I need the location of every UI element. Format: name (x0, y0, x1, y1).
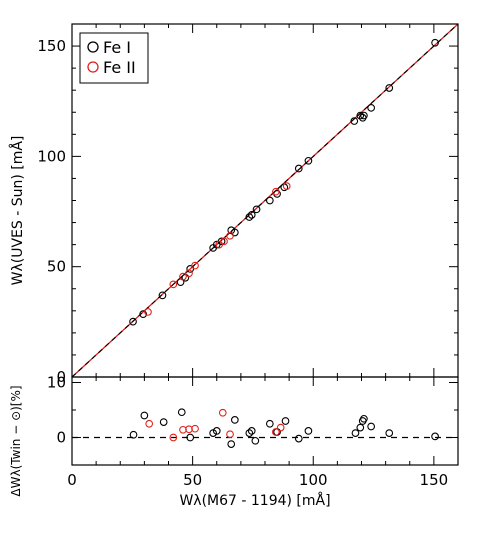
top-point-fe-i (360, 111, 368, 120)
top-point-fe-i (356, 111, 365, 120)
one-to-one-line (71, 23, 459, 378)
top-point-fe-i (247, 210, 256, 219)
top-reference-lines (71, 23, 459, 378)
bottom-point-fe-i (177, 408, 186, 417)
top-point-fe-ii (191, 261, 199, 270)
top-point-fe-ii (179, 272, 187, 281)
top-point-fe-i (294, 164, 303, 173)
top-y-tick-label: 100 (37, 147, 66, 165)
bottom-point-fe-i (140, 411, 149, 420)
bottom-point-fe-i (129, 430, 138, 439)
bottom-point-fe-i (251, 436, 260, 445)
top-point-fe-i (385, 84, 394, 92)
top-point-fe-i (431, 38, 439, 47)
top-point-fe-i (252, 205, 261, 214)
bottom-point-fe-i (367, 422, 376, 431)
bottom-point-fe-i (356, 423, 365, 432)
bottom-point-fe-i (159, 418, 168, 426)
top-data-points (129, 38, 439, 326)
top-point-fe-i (350, 117, 359, 125)
bottom-point-fe-ii (272, 428, 280, 436)
bottom-point-fe-i (431, 432, 439, 441)
x-tick-label: 150 (420, 471, 449, 489)
x-tick-label: 50 (183, 471, 202, 489)
bottom-point-fe-i (265, 419, 274, 428)
bottom-point-fe-i (351, 429, 360, 437)
bottom-panel: 0 10 0 50 100 150 ΔWλ(Twin − ⊙)[%] Wλ(M67 - … (9, 374, 459, 509)
legend-label: Fe II (103, 58, 136, 77)
top-panel: 0 50 100 150 Wλ(UVES - Sun) [mÅ] Fe IFe II (9, 23, 459, 386)
bottom-point-fe-i (385, 429, 394, 437)
x-axis-label: Wλ(M67 - 1194) [mÅ] (179, 492, 330, 509)
bottom-point-fe-i (212, 427, 221, 435)
bottom-point-fe-i (227, 440, 236, 448)
bottom-y-tick-label: 0 (56, 429, 66, 447)
top-x-axis-ticks (71, 24, 459, 377)
top-point-fe-i (265, 196, 274, 205)
bottom-point-fe-i (360, 414, 368, 423)
top-y-axis-ticks: 0 50 100 150 (37, 23, 458, 386)
top-y-tick-label: 0 (56, 368, 66, 386)
bottom-point-fe-ii (191, 424, 199, 433)
top-point-fe-i (367, 103, 376, 112)
bottom-x-axis-ticks: 0 50 100 150 (67, 377, 459, 489)
bottom-y-axis-label: ΔWλ(Twin − ⊙)[%] (9, 385, 23, 496)
bottom-y-axis-ticks: 0 10 (47, 374, 458, 466)
bottom-point-fe-i (281, 417, 290, 425)
bottom-point-fe-ii (145, 419, 154, 428)
legend-marker (87, 41, 99, 53)
bottom-point-fe-ii (169, 433, 178, 442)
bottom-point-fe-i (304, 427, 313, 435)
top-point-fe-ii (226, 231, 234, 240)
legend-marker (87, 61, 99, 73)
bottom-point-fe-i (230, 416, 239, 424)
top-y-tick-label: 50 (47, 258, 66, 276)
bottom-point-fe-i (186, 433, 195, 442)
bottom-point-fe-ii (276, 423, 285, 432)
bottom-point-fe-i (247, 427, 256, 435)
legend-box (79, 32, 149, 84)
top-y-tick-label: 150 (37, 37, 66, 55)
bottom-point-fe-i (294, 434, 303, 443)
top-point-fe-ii (185, 269, 193, 278)
top-point-fe-i (139, 310, 148, 318)
legend-label: Fe I (103, 38, 131, 57)
bottom-y-tick-label: 10 (47, 374, 66, 392)
bottom-point-fe-ii (218, 408, 227, 417)
bottom-point-fe-ii (226, 430, 234, 439)
bottom-point-fe-i (245, 429, 254, 437)
bottom-data-points (129, 408, 439, 448)
top-point-fe-i (129, 317, 137, 326)
top-point-fe-ii (282, 182, 291, 191)
top-point-fe-i (245, 213, 254, 221)
top-point-fe-i (304, 156, 313, 165)
top-point-fe-ii (220, 237, 228, 246)
legend: Fe IFe II (79, 32, 149, 84)
bottom-plot-frame (71, 376, 459, 466)
x-tick-label: 100 (299, 471, 328, 489)
top-point-fe-ii (144, 308, 152, 316)
top-point-fe-ii (272, 187, 280, 196)
x-tick-label: 0 (67, 471, 77, 489)
top-point-fe-i (158, 291, 167, 300)
top-point-fe-ii (169, 280, 178, 289)
top-y-axis-label: Wλ(UVES - Sun) [mÅ] (9, 136, 26, 286)
